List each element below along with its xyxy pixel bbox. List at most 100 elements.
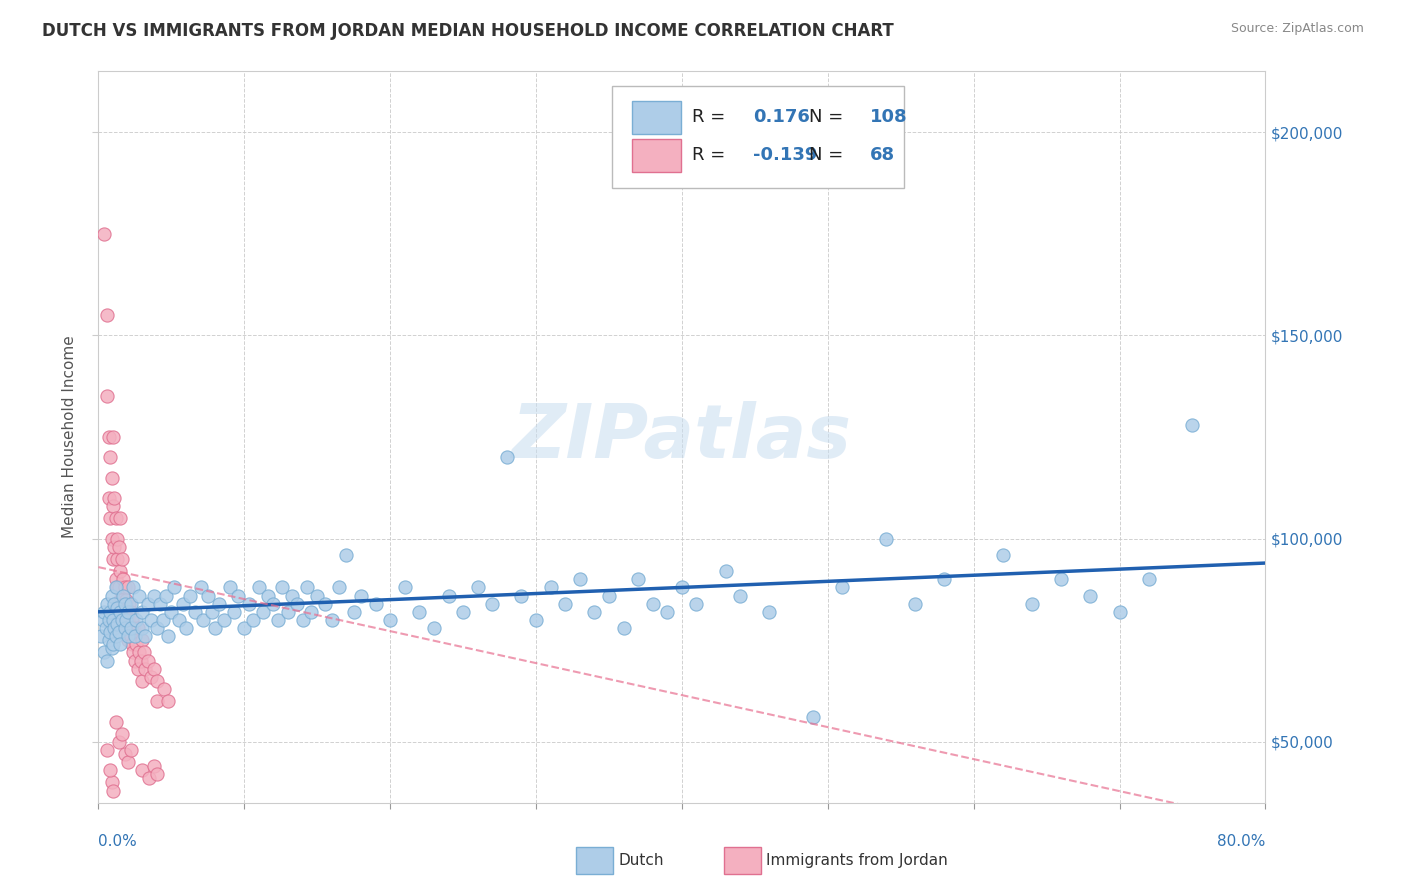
Point (481, 597, 503, 611)
Point (934, 572, 956, 586)
Point (115, 621, 138, 635)
Point (112, 589, 135, 603)
Point (875, 532, 897, 546)
Point (114, 605, 136, 619)
Text: 0.0%: 0.0% (98, 834, 138, 849)
Point (115, 592, 138, 607)
Point (204, 621, 226, 635)
Point (124, 654, 146, 668)
Point (101, 552, 124, 566)
Point (97, 613, 120, 627)
Point (657, 605, 679, 619)
Point (118, 597, 141, 611)
Point (131, 673, 153, 688)
Point (291, 613, 314, 627)
Point (110, 564, 132, 578)
Point (146, 621, 169, 635)
Point (103, 540, 125, 554)
Point (495, 450, 517, 465)
Point (103, 491, 125, 505)
Point (117, 613, 139, 627)
Point (598, 589, 620, 603)
Point (321, 613, 343, 627)
Point (197, 589, 219, 603)
Point (612, 621, 634, 635)
Point (114, 621, 136, 635)
Point (121, 613, 143, 627)
Point (129, 654, 152, 668)
Point (101, 613, 124, 627)
Point (98, 605, 121, 619)
Point (127, 621, 149, 635)
Point (728, 589, 751, 603)
Point (104, 714, 127, 729)
Point (146, 673, 169, 688)
Point (149, 597, 172, 611)
Point (110, 605, 132, 619)
Point (314, 597, 336, 611)
Point (97, 491, 120, 505)
Point (394, 581, 416, 595)
Point (131, 621, 153, 635)
Text: DUTCH VS IMMIGRANTS FROM JORDAN MEDIAN HOUSEHOLD INCOME CORRELATION CHART: DUTCH VS IMMIGRANTS FROM JORDAN MEDIAN H… (42, 22, 894, 40)
Point (174, 621, 197, 635)
Point (111, 552, 134, 566)
Text: 0.176: 0.176 (754, 109, 810, 127)
Point (451, 605, 474, 619)
Point (100, 589, 122, 603)
Text: 108: 108 (870, 109, 907, 127)
Point (136, 597, 159, 611)
Point (97, 633, 120, 648)
Point (242, 613, 264, 627)
Point (114, 581, 136, 595)
Point (105, 581, 128, 595)
Point (105, 600, 128, 615)
Point (408, 605, 430, 619)
Point (222, 605, 245, 619)
Point (101, 499, 124, 513)
Point (627, 572, 650, 586)
Point (378, 613, 402, 627)
Point (155, 589, 177, 603)
Point (112, 572, 135, 586)
Point (98, 764, 121, 778)
Point (1021, 597, 1043, 611)
Bar (631, 101, 681, 135)
Point (125, 637, 148, 651)
Point (103, 621, 125, 635)
Point (96, 654, 118, 668)
Point (108, 540, 131, 554)
Point (247, 581, 270, 595)
Point (540, 581, 562, 595)
Point (100, 641, 122, 656)
Point (139, 613, 162, 627)
Point (179, 589, 201, 603)
Point (112, 613, 135, 627)
Point (124, 629, 146, 643)
Point (100, 775, 122, 789)
Point (120, 597, 142, 611)
Point (131, 764, 153, 778)
Point (1181, 417, 1204, 432)
Point (423, 621, 446, 635)
Point (105, 617, 128, 632)
Point (142, 759, 165, 773)
Text: Dutch: Dutch (619, 854, 664, 868)
Point (101, 783, 124, 797)
Point (101, 637, 124, 651)
Point (281, 589, 304, 603)
Point (101, 430, 124, 444)
Point (122, 621, 145, 635)
Point (152, 613, 174, 627)
Point (285, 597, 308, 611)
Point (167, 613, 190, 627)
Point (117, 629, 139, 643)
Point (96, 308, 118, 322)
Point (831, 581, 853, 595)
Point (117, 605, 139, 619)
Point (160, 605, 183, 619)
Point (103, 597, 125, 611)
Point (91, 613, 114, 627)
Bar (631, 138, 681, 172)
Point (801, 710, 824, 724)
